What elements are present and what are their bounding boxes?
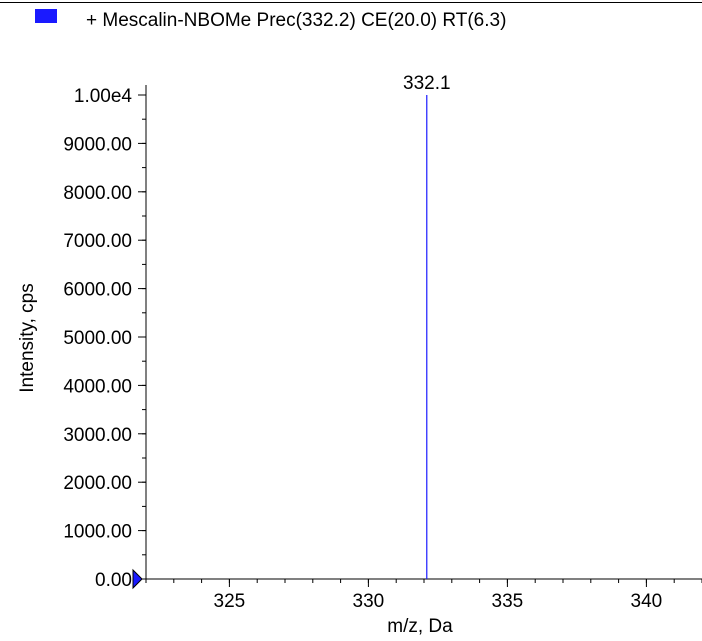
x-tick-label: 335 (492, 591, 524, 612)
plot-area: 0.00 1000.00 2000.00 3000.00 4000.00 5000.00 6… (63, 73, 702, 612)
x-axis-label: m/z, Da (387, 616, 453, 637)
x-tick-label: 330 (353, 591, 385, 612)
y-tick-label: 1.00e4 (74, 86, 133, 107)
y-tick-label: 7000.00 (63, 231, 132, 252)
y-tick-label: 5000.00 (63, 328, 132, 349)
y-tick-label: 6000.00 (63, 280, 132, 301)
peak-label: 332.1 (403, 73, 451, 94)
y-tick-label: 8000.00 (63, 183, 132, 204)
y-tick-label: 3000.00 (63, 425, 132, 446)
x-tick-label: 340 (631, 591, 663, 612)
legend-swatch (35, 9, 57, 23)
baseline-marker (132, 568, 143, 590)
x-tick-label: 325 (214, 591, 246, 612)
y-tick-label: 4000.00 (63, 376, 132, 397)
y-tick-label: 2000.00 (63, 473, 132, 494)
y-tick-label: 9000.00 (63, 134, 132, 155)
y-tick-label: 1000.00 (63, 522, 132, 543)
y-tick-label: 0.00 (95, 570, 132, 591)
y-axis-label: Intensity, cps (17, 283, 38, 392)
legend-label: + Mescalin-NBOMe Prec(332.2) CE(20.0) RT… (86, 10, 506, 31)
